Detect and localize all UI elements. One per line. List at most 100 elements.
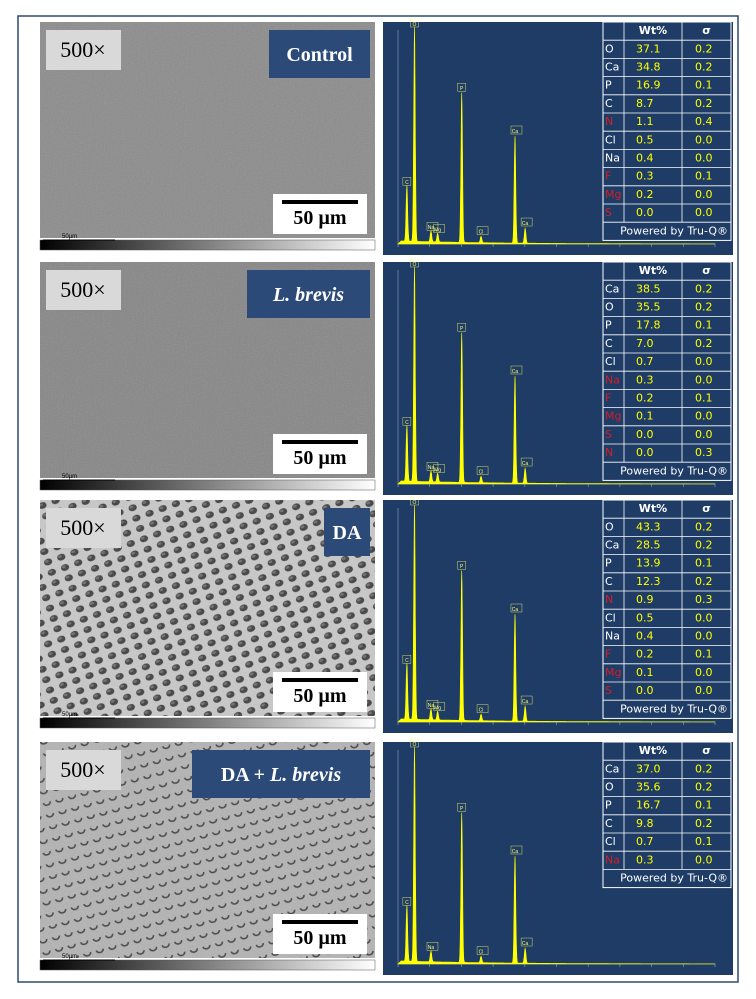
peak-label-box <box>476 226 489 235</box>
wt-percent: 35.6 <box>636 781 661 794</box>
element: S <box>605 206 612 219</box>
element: O <box>605 301 614 314</box>
peak-label: O <box>413 742 417 748</box>
detector-scale: 50µm <box>62 234 77 240</box>
sigma: 0.1 <box>695 835 713 848</box>
wt-percent: 0.1 <box>636 666 654 679</box>
sigma: 0.1 <box>695 79 713 92</box>
wt-percent: 28.5 <box>636 539 661 552</box>
sample-label: L. brevis <box>272 284 344 306</box>
peak-label-box <box>402 897 412 906</box>
peak-label-box <box>457 323 466 332</box>
sigma: 0.0 <box>695 611 713 624</box>
sigma: 0.1 <box>695 392 713 405</box>
peak-label: P <box>460 326 464 332</box>
peak-label: Mg <box>434 467 441 473</box>
sample-label-part: L. brevis <box>272 284 344 306</box>
peak-label: Mg <box>434 227 441 233</box>
wt-percent: 38.5 <box>636 282 661 295</box>
wt-percent: 34.8 <box>636 61 661 74</box>
table-header: Wt% <box>639 502 667 515</box>
spectrum <box>397 27 716 245</box>
sigma: 0.3 <box>695 446 713 459</box>
element: Cl <box>605 835 616 848</box>
wt-percent: 12.3 <box>636 575 661 588</box>
sigma: 0.2 <box>695 42 713 55</box>
peak-label-box <box>433 702 445 711</box>
wt-percent: 0.4 <box>636 152 654 165</box>
wt-percent: 0.2 <box>636 188 654 201</box>
wt-percent: 0.5 <box>636 611 654 624</box>
sigma: 0.1 <box>695 799 713 812</box>
element: Ca <box>605 61 619 74</box>
sample-label-part: DA + <box>221 764 270 786</box>
table-footer: Powered by Tru-Q® <box>620 702 728 715</box>
table-footer: Powered by Tru-Q® <box>620 464 728 477</box>
peak-label-box <box>510 845 523 855</box>
element: C <box>605 337 613 350</box>
table-header: σ <box>702 744 711 757</box>
sigma: 0.0 <box>695 355 713 368</box>
sigma: 0.0 <box>695 666 713 679</box>
sample-box <box>324 508 370 556</box>
detector-strip <box>39 239 376 251</box>
wt-percent: 16.9 <box>636 79 661 92</box>
sigma: 0.0 <box>695 428 713 441</box>
element: Cl <box>605 133 616 146</box>
sigma: 0.1 <box>695 648 713 661</box>
sigma: 0.2 <box>695 337 713 350</box>
magnification-box <box>46 30 121 70</box>
table-header: Wt% <box>639 24 667 37</box>
sigma: 0.2 <box>695 575 713 588</box>
magnification: 500× <box>60 757 105 782</box>
sigma: 0.3 <box>695 593 713 606</box>
magnification-box <box>46 750 121 790</box>
magnification-box <box>46 508 121 548</box>
peak-label-box <box>402 417 412 426</box>
peak-label-box <box>426 942 439 951</box>
wt-percent: 9.8 <box>636 817 654 830</box>
detector-strip <box>39 717 376 729</box>
peak-label-box <box>476 704 489 713</box>
sample-label: DA <box>333 522 362 544</box>
sigma: 0.2 <box>695 539 713 552</box>
sigma: 0.0 <box>695 152 713 165</box>
detector-scale: 50µm <box>62 712 77 718</box>
peak-label-box <box>476 466 489 475</box>
table-header: Wt% <box>639 264 667 277</box>
sample-box <box>269 30 370 78</box>
peak-label: Cl <box>479 707 484 713</box>
sigma: 0.0 <box>695 684 713 697</box>
peak-label: Ca <box>522 221 529 227</box>
peak-label-box <box>410 738 419 748</box>
element: S <box>605 684 612 697</box>
peak-label-box <box>457 561 466 570</box>
sigma: 0.1 <box>695 170 713 183</box>
element: F <box>605 392 611 405</box>
sigma: 0.1 <box>695 557 713 570</box>
peak-label-box <box>402 655 412 664</box>
wt-percent: 0.7 <box>636 355 654 368</box>
wt-percent: 17.8 <box>636 319 661 332</box>
wt-percent: 0.3 <box>636 170 654 183</box>
peak-label-box <box>520 217 533 227</box>
sigma: 0.0 <box>695 853 713 866</box>
sigma: 0.2 <box>695 781 713 794</box>
peak-label: Cl <box>479 229 484 235</box>
peak-label: Ca <box>522 941 529 947</box>
wt-percent: 0.0 <box>636 446 654 459</box>
table-footer: Powered by Tru-Q® <box>620 872 728 885</box>
element: P <box>605 799 612 812</box>
element: F <box>605 648 611 661</box>
wt-percent: 0.2 <box>636 648 654 661</box>
magnification: 500× <box>60 37 105 62</box>
wt-percent: 0.0 <box>636 428 654 441</box>
table-header: σ <box>702 264 711 277</box>
magnification: 500× <box>60 277 105 302</box>
detector-scale: 50µm <box>62 954 77 960</box>
scale-label: 50 µm <box>293 207 347 229</box>
sample-box <box>247 270 370 318</box>
sample-label-part: DA <box>333 522 362 544</box>
peak-label: C <box>405 658 409 664</box>
